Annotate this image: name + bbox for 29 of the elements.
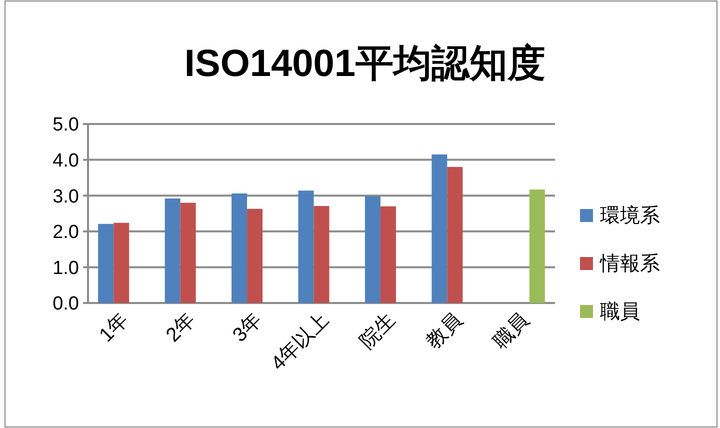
bar <box>298 190 314 303</box>
x-tick-label: 教員 <box>422 308 466 353</box>
y-tick-label: 5.0 <box>52 114 79 136</box>
legend-label: 情報系 <box>599 253 660 275</box>
bar <box>364 196 380 303</box>
y-tick-label: 3.0 <box>52 186 79 208</box>
y-tick-label: 2.0 <box>52 222 79 244</box>
bar <box>180 202 196 303</box>
x-tick-label: 院生 <box>356 308 400 353</box>
y-tick-label: 0.0 <box>52 294 79 315</box>
chart-title: ISO14001平均認知度 <box>184 42 546 85</box>
bar <box>380 206 396 303</box>
bar <box>98 224 114 303</box>
bar <box>232 193 248 303</box>
bar <box>432 154 448 303</box>
bar <box>114 222 130 303</box>
bar <box>447 166 463 303</box>
x-tick-label: 職員 <box>489 308 534 353</box>
x-tick-label: 1年 <box>95 308 133 347</box>
bar <box>529 190 545 303</box>
x-tick-label: 3年 <box>228 308 266 347</box>
y-tick-label: 4.0 <box>52 150 79 172</box>
bar <box>247 208 263 303</box>
x-tick-label: 4年以上 <box>267 308 334 375</box>
y-tick-label: 1.0 <box>52 258 79 279</box>
bar <box>314 206 330 303</box>
x-tick-label: 2年 <box>162 308 200 347</box>
legend-label: 環境系 <box>600 205 660 227</box>
bar <box>164 198 180 303</box>
